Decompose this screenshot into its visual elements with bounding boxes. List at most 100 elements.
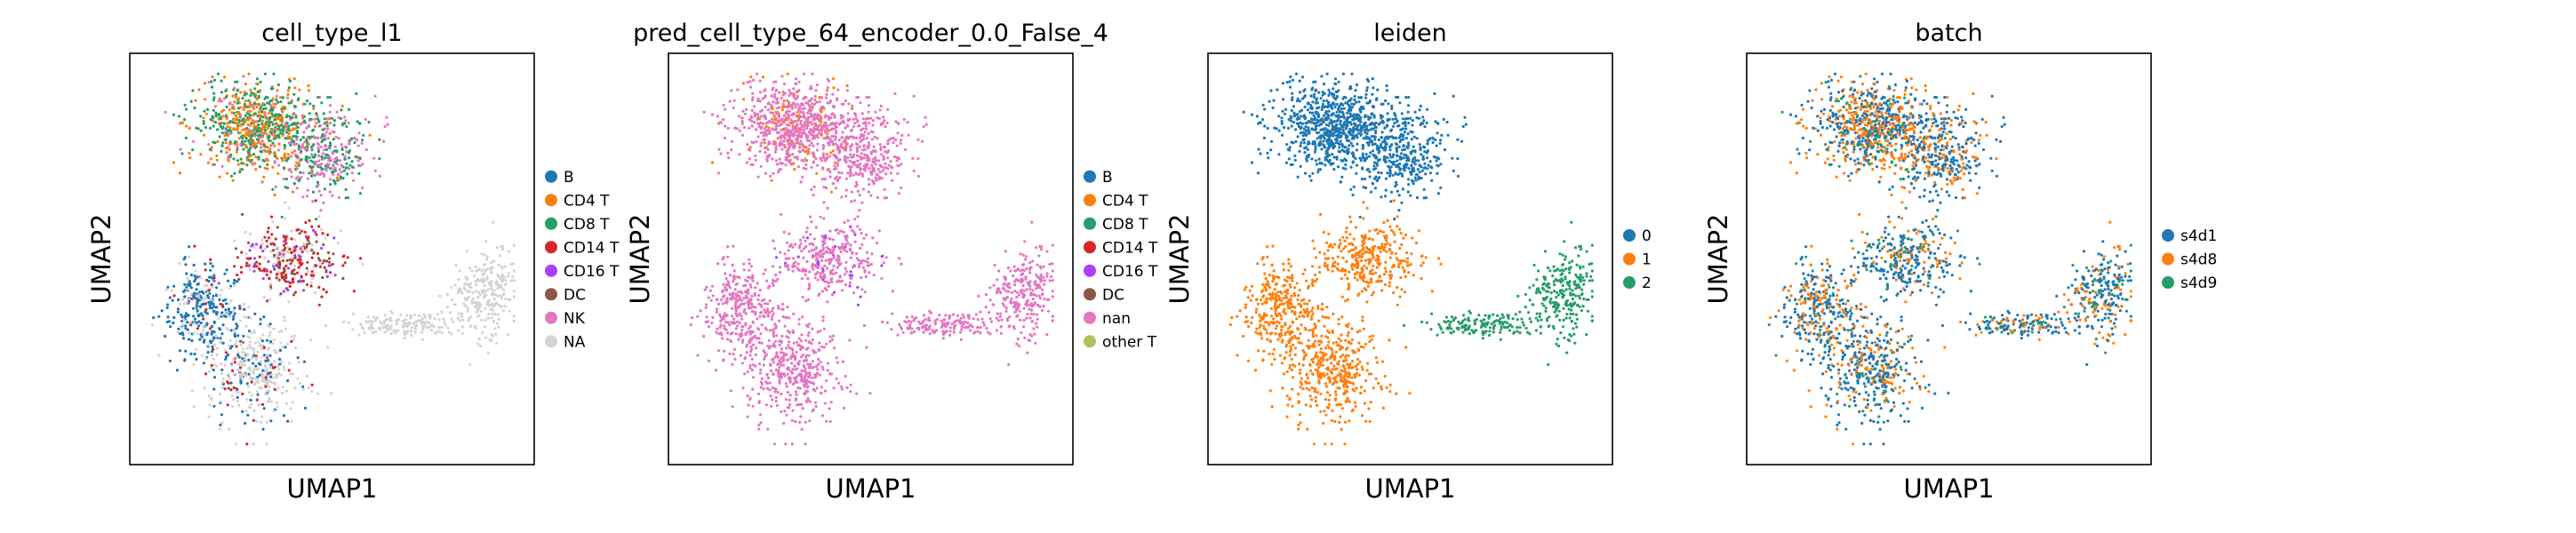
data-point [877, 116, 882, 120]
data-point [235, 150, 238, 154]
data-point [942, 318, 946, 322]
data-point [432, 325, 436, 329]
y-axis-label: UMAP2 [86, 213, 116, 304]
data-point [776, 391, 780, 394]
data-point [780, 123, 784, 126]
data-point [869, 150, 873, 154]
data-point [789, 131, 793, 134]
data-point [274, 127, 277, 131]
data-point [360, 325, 364, 329]
data-point [810, 123, 813, 126]
data-point [792, 341, 796, 345]
data-point [498, 285, 501, 290]
data-point [198, 290, 202, 294]
data-point [311, 128, 316, 131]
data-point [212, 276, 216, 280]
data-point [332, 236, 336, 240]
data-point [756, 113, 760, 116]
data-point [409, 314, 412, 318]
data-point [256, 379, 260, 383]
data-point [236, 112, 240, 115]
data-point [229, 299, 233, 303]
data-point [168, 359, 172, 362]
data-point [268, 334, 271, 338]
data-point [202, 325, 205, 329]
data-point [862, 164, 867, 168]
data-point [897, 156, 900, 160]
data-point [465, 276, 468, 280]
data-point [773, 150, 777, 154]
data-point [239, 91, 243, 94]
data-point [804, 244, 808, 249]
data-point [862, 138, 866, 141]
data-point [844, 374, 847, 378]
data-point [482, 272, 486, 275]
data-point [286, 419, 290, 423]
data-point [343, 157, 347, 161]
data-point [852, 117, 855, 121]
data-point [710, 113, 715, 116]
data-point [250, 158, 253, 162]
data-point [846, 112, 850, 115]
data-point [496, 282, 500, 287]
data-point [182, 302, 186, 306]
data-point [319, 262, 323, 266]
data-point [258, 262, 261, 266]
data-point [188, 126, 191, 130]
data-point [281, 133, 284, 137]
data-point [395, 319, 398, 322]
data-point [819, 109, 822, 113]
data-point [812, 243, 815, 247]
data-point [501, 309, 506, 313]
data-point [202, 116, 205, 120]
data-point [492, 298, 497, 301]
data-point [763, 141, 767, 145]
data-point [477, 304, 481, 307]
data-point [236, 256, 240, 259]
data-point [808, 120, 812, 124]
data-point [868, 183, 871, 187]
data-point [827, 362, 830, 365]
data-point [255, 398, 259, 402]
data-point [760, 115, 764, 118]
data-point [776, 118, 780, 122]
data-point [358, 192, 362, 195]
data-point [287, 101, 291, 105]
data-point [878, 171, 882, 174]
data-point [848, 284, 852, 288]
data-point [848, 159, 852, 163]
data-point [917, 328, 921, 331]
data-point [819, 123, 822, 127]
data-point [290, 251, 293, 255]
data-point [480, 318, 484, 322]
data-point [764, 124, 768, 129]
data-point [788, 340, 791, 344]
data-point [208, 303, 212, 306]
data-point [786, 391, 790, 394]
data-point [760, 377, 764, 380]
data-point [741, 386, 745, 390]
data-point [310, 148, 314, 152]
data-point [883, 145, 886, 148]
data-point [203, 338, 206, 342]
data-point [747, 147, 750, 151]
data-point [782, 99, 786, 103]
data-point [259, 337, 262, 340]
data-point [193, 244, 196, 248]
data-point [889, 171, 893, 175]
data-point [421, 321, 425, 324]
data-point [1021, 253, 1025, 257]
data-point [243, 102, 246, 106]
data-point [196, 332, 199, 336]
data-point [807, 288, 811, 291]
data-point [778, 378, 781, 383]
data-point [271, 187, 275, 191]
data-point [228, 128, 231, 132]
data-point [928, 332, 932, 336]
data-point [785, 109, 788, 114]
data-point [788, 394, 792, 397]
data-point [239, 319, 243, 322]
data-point [895, 159, 899, 163]
data-point [231, 94, 235, 98]
data-point [946, 322, 949, 327]
